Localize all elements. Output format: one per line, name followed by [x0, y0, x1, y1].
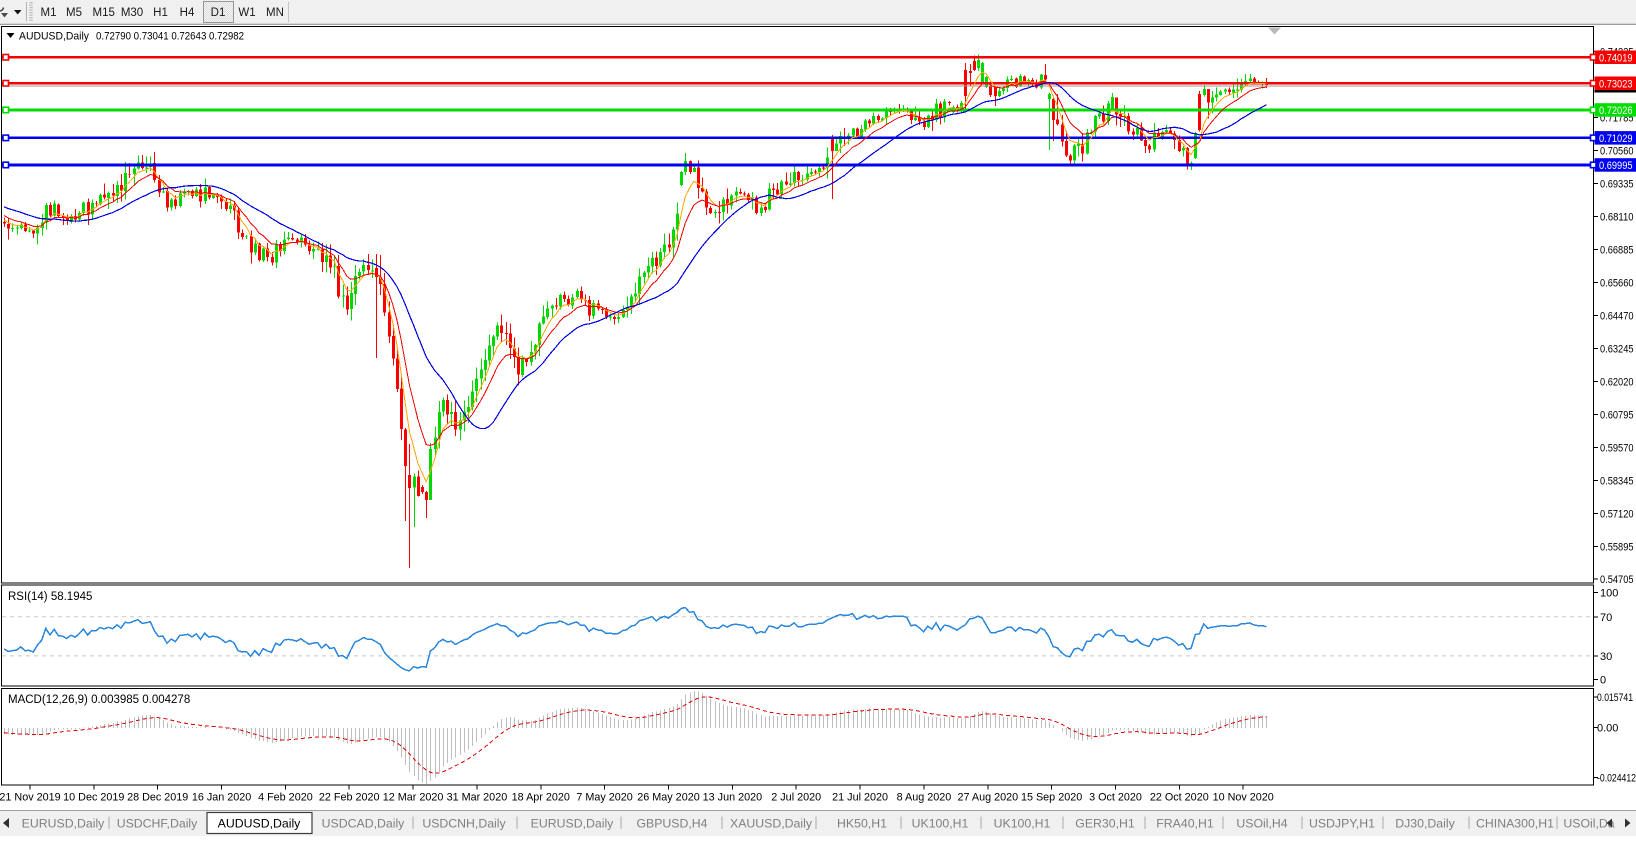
svg-text:0.62020: 0.62020 — [1600, 376, 1634, 388]
svg-text:0.73023: 0.73023 — [1599, 78, 1633, 90]
svg-text:M15: M15 — [93, 7, 115, 19]
svg-text:4 Feb 2020: 4 Feb 2020 — [258, 792, 313, 804]
svg-text:FRA40,H1: FRA40,H1 — [1156, 817, 1214, 831]
svg-text:7 May 2020: 7 May 2020 — [576, 792, 632, 804]
svg-text:18 Apr 2020: 18 Apr 2020 — [512, 792, 570, 804]
svg-text:0.00: 0.00 — [1597, 723, 1618, 735]
svg-text:0.72026: 0.72026 — [1599, 105, 1633, 117]
svg-text:USOil,Da: USOil,Da — [1563, 817, 1614, 831]
svg-text:0.015741: 0.015741 — [1597, 692, 1633, 704]
svg-text:AUDUSD,Daily: AUDUSD,Daily — [218, 817, 302, 831]
svg-text:M5: M5 — [66, 7, 82, 19]
svg-text:0.68110: 0.68110 — [1600, 211, 1634, 223]
svg-text:0.54705: 0.54705 — [1600, 574, 1634, 586]
svg-text:0.63245: 0.63245 — [1600, 343, 1634, 355]
svg-text:10 Dec 2019: 10 Dec 2019 — [63, 792, 124, 804]
svg-text:M1: M1 — [41, 7, 57, 19]
svg-text:0.66885: 0.66885 — [1600, 244, 1634, 256]
svg-text:0.71029: 0.71029 — [1599, 133, 1633, 145]
svg-text:21 Jul 2020: 21 Jul 2020 — [832, 792, 888, 804]
svg-text:RSI(14) 58.1945: RSI(14) 58.1945 — [8, 591, 92, 603]
svg-text:MN: MN — [266, 7, 284, 19]
svg-text:30: 30 — [1600, 651, 1612, 663]
svg-text:0.57120: 0.57120 — [1600, 508, 1634, 520]
svg-text:UK100,H1: UK100,H1 — [994, 817, 1051, 831]
svg-text:22 Oct 2020: 22 Oct 2020 — [1150, 792, 1209, 804]
svg-text:EURUSD,Daily: EURUSD,Daily — [22, 817, 106, 831]
svg-text:0.65660: 0.65660 — [1600, 277, 1634, 289]
svg-text:0: 0 — [1600, 675, 1606, 687]
svg-text:H1: H1 — [153, 7, 168, 19]
svg-text:0.74019: 0.74019 — [1599, 53, 1633, 65]
svg-text:USDCAD,Daily: USDCAD,Daily — [322, 817, 406, 831]
svg-text:0.70560: 0.70560 — [1600, 145, 1634, 157]
svg-text:USDJPY,H1: USDJPY,H1 — [1309, 817, 1375, 831]
svg-text:0.72790 0.73041 0.72643 0.7298: 0.72790 0.73041 0.72643 0.72982 — [96, 31, 244, 43]
svg-text:22 Feb 2020: 22 Feb 2020 — [319, 792, 380, 804]
svg-text:8 Aug 2020: 8 Aug 2020 — [897, 792, 952, 804]
svg-text:MACD(12,26,9) 0.003985 0.00427: MACD(12,26,9) 0.003985 0.004278 — [8, 694, 190, 706]
svg-text:GER30,H1: GER30,H1 — [1075, 817, 1135, 831]
svg-text:27 Aug 2020: 27 Aug 2020 — [957, 792, 1018, 804]
svg-text:0.69335: 0.69335 — [1600, 178, 1634, 190]
svg-text:21 Nov 2019: 21 Nov 2019 — [0, 792, 61, 804]
svg-text:USDCHF,Daily: USDCHF,Daily — [117, 817, 198, 831]
svg-text:70: 70 — [1600, 612, 1612, 624]
svg-text:0.58345: 0.58345 — [1600, 475, 1634, 487]
svg-text:100: 100 — [1600, 588, 1618, 600]
svg-text:2 Jul 2020: 2 Jul 2020 — [771, 792, 821, 804]
svg-text:H4: H4 — [180, 7, 195, 19]
svg-text:3 Oct 2020: 3 Oct 2020 — [1089, 792, 1142, 804]
svg-text:USDCNH,Daily: USDCNH,Daily — [422, 817, 506, 831]
svg-text:UK100,H1: UK100,H1 — [912, 817, 969, 831]
svg-text:26 May 2020: 26 May 2020 — [637, 792, 699, 804]
svg-text:15 Sep 2020: 15 Sep 2020 — [1021, 792, 1082, 804]
svg-text:0.59570: 0.59570 — [1600, 442, 1634, 454]
svg-text:0.55895: 0.55895 — [1600, 541, 1634, 553]
svg-text:28 Dec 2019: 28 Dec 2019 — [127, 792, 188, 804]
svg-text:CHINA300,H1: CHINA300,H1 — [1476, 817, 1554, 831]
svg-text:10 Nov 2020: 10 Nov 2020 — [1213, 792, 1274, 804]
svg-text:GBPUSD,H4: GBPUSD,H4 — [636, 817, 707, 831]
svg-text:0.64470: 0.64470 — [1600, 310, 1634, 322]
svg-text:0.60795: 0.60795 — [1600, 409, 1634, 421]
svg-text:-0.024412: -0.024412 — [1597, 773, 1636, 785]
svg-text:DJ30,Daily: DJ30,Daily — [1395, 817, 1455, 831]
svg-text:XAUUSD,Daily: XAUUSD,Daily — [730, 817, 813, 831]
svg-text:13 Jun 2020: 13 Jun 2020 — [703, 792, 762, 804]
svg-text:31 Mar 2020: 31 Mar 2020 — [447, 792, 508, 804]
svg-text:EURUSD,Daily: EURUSD,Daily — [531, 817, 615, 831]
svg-text:USOil,H4: USOil,H4 — [1236, 817, 1287, 831]
svg-text:AUDUSD,Daily: AUDUSD,Daily — [19, 31, 89, 43]
svg-text:16 Jan 2020: 16 Jan 2020 — [192, 792, 251, 804]
svg-text:12 Mar 2020: 12 Mar 2020 — [383, 792, 444, 804]
svg-text:W1: W1 — [238, 7, 255, 19]
svg-text:M30: M30 — [121, 7, 143, 19]
svg-text:HK50,H1: HK50,H1 — [837, 817, 887, 831]
svg-text:0.69995: 0.69995 — [1599, 160, 1633, 172]
svg-text:D1: D1 — [211, 7, 226, 19]
